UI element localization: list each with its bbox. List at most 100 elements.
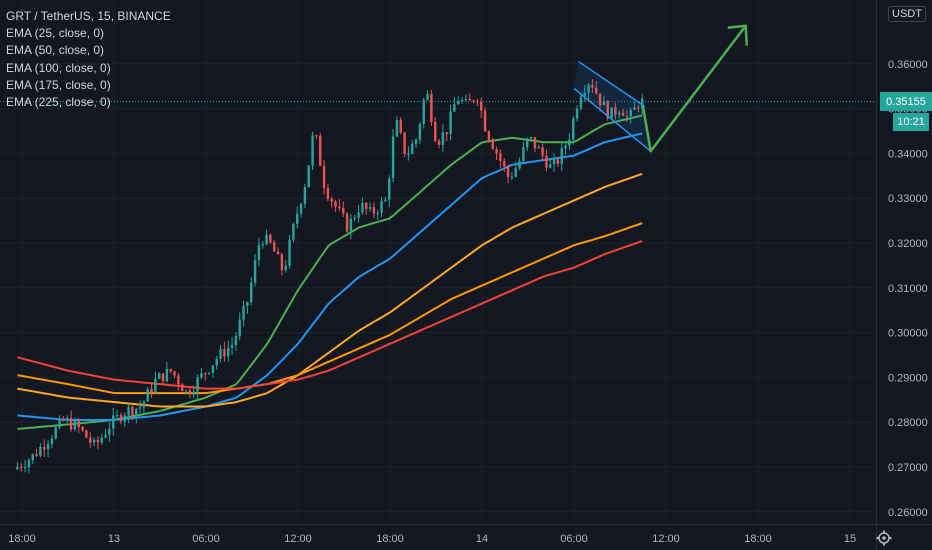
- candle-up: [537, 144, 540, 149]
- pattern-upper-line: [578, 60, 645, 107]
- candle-up: [610, 107, 613, 119]
- candle-body: [457, 101, 460, 105]
- time-tick-label: 18:00: [376, 533, 404, 545]
- candle-up: [633, 101, 636, 111]
- candle-body: [127, 406, 130, 416]
- candle-body: [345, 213, 349, 232]
- candle-up: [261, 241, 264, 249]
- candle-body: [238, 319, 241, 336]
- candle-down: [491, 137, 494, 150]
- candle-body: [334, 201, 337, 207]
- candle-up: [46, 440, 50, 458]
- candle-up: [395, 116, 399, 138]
- candle-down: [487, 130, 491, 143]
- candle-down: [437, 138, 441, 149]
- candle-body: [31, 454, 34, 461]
- ema-lines: [17, 114, 643, 430]
- candle-down: [223, 341, 226, 362]
- candle-body: [138, 407, 142, 409]
- candle-up: [92, 437, 96, 447]
- candle-down: [161, 373, 165, 386]
- candle-body: [173, 371, 176, 376]
- candle-up: [564, 142, 567, 155]
- candle-body: [284, 265, 287, 271]
- candle-down: [342, 201, 345, 217]
- time-tick-label: 06:00: [560, 533, 588, 545]
- ema-line: [17, 222, 643, 395]
- candle-up: [464, 94, 468, 102]
- candle-body: [296, 213, 299, 225]
- candle-up: [414, 138, 418, 148]
- candle-body: [299, 203, 303, 214]
- candle-body: [430, 93, 433, 123]
- candle-up: [579, 92, 583, 111]
- candle-body: [276, 251, 280, 255]
- ema-line: [17, 240, 643, 390]
- candle-up: [522, 141, 525, 163]
- candle-body: [587, 84, 590, 93]
- candle-body: [192, 391, 195, 395]
- candle-body: [211, 365, 215, 373]
- candle-body: [58, 418, 61, 428]
- candle-body: [207, 372, 211, 374]
- candle-up: [629, 107, 632, 124]
- legend-ema-50[interactable]: EMA (50, close, 0): [6, 43, 105, 58]
- candle-up: [411, 139, 414, 155]
- candle-down: [483, 107, 487, 132]
- candle-body: [510, 176, 514, 178]
- currency-button[interactable]: USDT: [888, 6, 926, 22]
- candle-body: [104, 434, 107, 438]
- candle-up: [296, 206, 299, 229]
- candle-body: [265, 234, 268, 245]
- candle-body: [108, 428, 111, 435]
- candle-body: [591, 84, 594, 88]
- candle-body: [16, 466, 19, 470]
- candle-up: [568, 133, 571, 151]
- legend-ema-100[interactable]: EMA (100, close, 0): [6, 60, 111, 75]
- candle-body: [96, 439, 100, 443]
- candle-up: [514, 161, 517, 178]
- candle-down: [319, 132, 322, 167]
- candle-down: [269, 233, 272, 244]
- candle-down: [472, 99, 475, 104]
- candle-up: [418, 121, 422, 144]
- candle-up: [138, 400, 142, 414]
- candle-up: [426, 89, 429, 101]
- candle-body: [39, 446, 42, 456]
- legend-ema-175[interactable]: EMA (175, close, 0): [6, 77, 111, 92]
- candle-body: [614, 107, 617, 115]
- candle-up: [200, 367, 203, 380]
- candle-up: [250, 277, 253, 306]
- candle-body: [575, 108, 579, 119]
- candle-up: [66, 415, 69, 424]
- candle-up: [284, 259, 287, 273]
- chart-legend: GRT / TetherUS, 15, BINANCE EMA (25, clo…: [6, 8, 171, 111]
- candle-down: [119, 412, 123, 425]
- candle-down: [338, 199, 341, 212]
- candle-up: [376, 209, 379, 221]
- candle-body: [119, 415, 123, 422]
- symbol-label[interactable]: GRT / TetherUS, 15, BINANCE: [6, 9, 171, 23]
- candle-body: [618, 112, 621, 115]
- candle-up: [154, 371, 157, 395]
- candle-up: [299, 202, 303, 218]
- candle-down: [89, 432, 92, 448]
- candle-body: [537, 147, 540, 149]
- candle-up: [135, 407, 138, 424]
- candle-down: [131, 404, 134, 421]
- candle-down: [556, 157, 560, 167]
- candle-body: [407, 153, 410, 155]
- candle-up: [380, 196, 383, 218]
- candle-body: [338, 206, 341, 209]
- candle-down: [85, 429, 88, 439]
- axis-labels: 0.360000.350000.340000.330000.320000.310…: [8, 59, 928, 545]
- candle-up: [123, 412, 126, 427]
- legend-ema-25[interactable]: EMA (25, close, 0): [6, 26, 105, 41]
- candle-up: [292, 222, 295, 243]
- gear-icon[interactable]: [876, 530, 892, 546]
- candle-body: [112, 415, 115, 429]
- legend-ema-225[interactable]: EMA (225, close, 0): [6, 95, 111, 110]
- candle-up: [357, 204, 360, 223]
- candle-up: [215, 355, 218, 370]
